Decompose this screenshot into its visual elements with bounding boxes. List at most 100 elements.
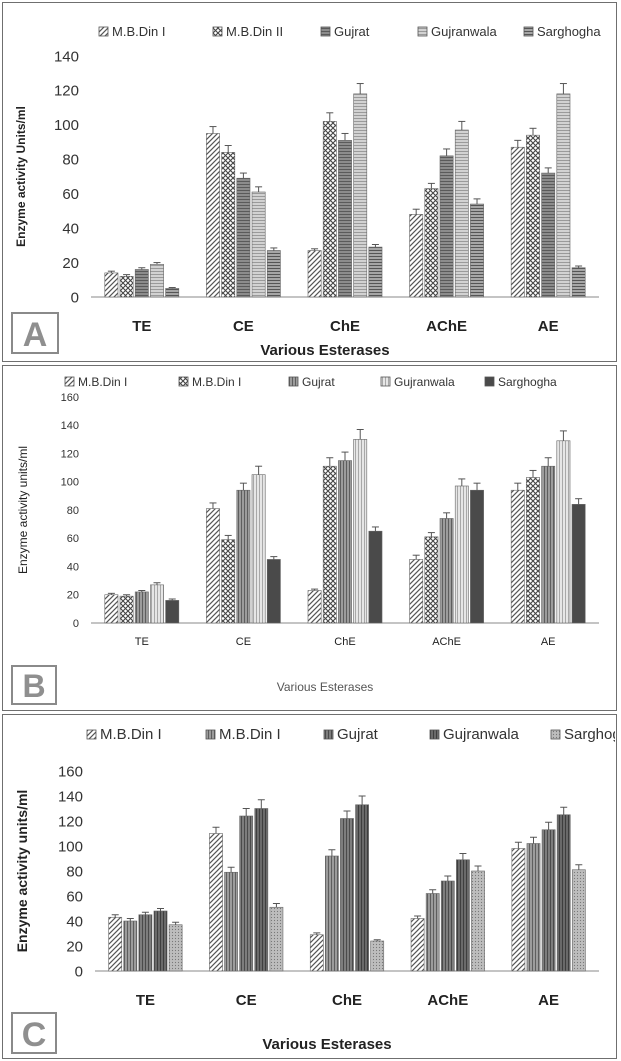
x-category-label: ChE xyxy=(334,636,355,648)
legend-swatch xyxy=(178,376,189,387)
bar xyxy=(526,843,541,972)
bar xyxy=(571,869,586,972)
bar xyxy=(138,914,153,972)
bar xyxy=(236,489,251,624)
bar xyxy=(251,474,266,624)
legend-swatch xyxy=(484,376,495,387)
legend-entry: Gujranwala xyxy=(417,24,498,39)
x-category-label: TE xyxy=(136,992,155,1009)
y-tick-label: 120 xyxy=(54,83,79,100)
legend-label: Sarghogha xyxy=(498,375,557,389)
panel-letter-box xyxy=(11,312,59,354)
legend-swatch xyxy=(323,729,334,740)
legend-label: Gujrat xyxy=(302,375,335,389)
y-tick-label: 120 xyxy=(61,448,79,460)
bar xyxy=(454,485,469,624)
bar xyxy=(224,871,238,972)
panel-letter-box xyxy=(11,665,57,705)
x-axis-label: Various Esterases xyxy=(262,1036,391,1053)
bar xyxy=(439,518,454,624)
legend-swatch xyxy=(417,26,428,37)
legend-swatch xyxy=(320,26,331,37)
y-tick-label: 60 xyxy=(67,533,79,545)
bar xyxy=(309,934,324,972)
legend-entry: Gujranwala xyxy=(380,375,455,389)
y-tick-label: 140 xyxy=(54,48,79,65)
bar xyxy=(338,140,352,298)
bar xyxy=(123,920,138,972)
y-tick-label: 60 xyxy=(66,888,83,905)
legend-entry: M.B.Din II xyxy=(212,24,283,39)
y-tick-label: 160 xyxy=(58,763,83,780)
y-tick-label: 160 xyxy=(61,392,79,404)
legend-swatch xyxy=(98,26,109,37)
x-category-label: AChE xyxy=(432,636,461,648)
legend-entry: M.B.Din I xyxy=(205,726,281,743)
legend-swatch xyxy=(523,26,534,37)
y-tick-label: 100 xyxy=(61,477,79,489)
y-tick-label: 40 xyxy=(67,561,79,573)
legend-entry: Gujrat xyxy=(320,24,370,39)
bar xyxy=(266,559,281,624)
x-category-label: AE xyxy=(541,636,556,648)
legend-entry: M.B.Din I xyxy=(98,24,165,39)
bar xyxy=(266,250,281,298)
y-tick-label: 140 xyxy=(61,420,79,432)
bar xyxy=(325,855,339,972)
legend-label: M.B.Din I xyxy=(78,375,127,389)
bar xyxy=(571,504,586,624)
legend-label: M.B.Din I xyxy=(192,375,241,389)
bar xyxy=(424,536,439,624)
bar xyxy=(456,859,470,972)
y-axis-label: Enzyme activity Units/ml xyxy=(14,106,28,247)
bar xyxy=(239,815,254,972)
bar xyxy=(150,584,164,624)
x-category-label: TE xyxy=(132,318,151,335)
legend-label: M.B.Din I xyxy=(112,24,165,39)
y-tick-label: 20 xyxy=(62,255,79,272)
bar xyxy=(368,246,383,298)
y-tick-label: 80 xyxy=(66,863,83,880)
legend-entry: Sarghogha xyxy=(523,24,601,39)
bar xyxy=(165,288,180,298)
bar xyxy=(254,808,269,972)
bar xyxy=(510,489,525,624)
legend-swatch xyxy=(64,376,75,387)
x-category-label: AE xyxy=(538,992,559,1009)
bar xyxy=(526,134,540,298)
x-category-label: AE xyxy=(538,318,559,335)
legend-label: Gujrat xyxy=(337,726,379,743)
y-tick-label: 40 xyxy=(66,913,83,930)
legend-label: M.B.Din II xyxy=(226,24,283,39)
x-axis-label: Various Esterases xyxy=(260,342,389,359)
bar xyxy=(368,530,383,624)
bar xyxy=(355,804,369,972)
legend-entry: Gujrat xyxy=(288,375,335,389)
x-category-label: AChE xyxy=(426,318,467,335)
y-tick-label: 0 xyxy=(75,963,83,980)
legend-swatch xyxy=(205,729,216,740)
bar xyxy=(409,214,424,298)
legend-entry: Gujrat xyxy=(323,726,379,743)
y-tick-label: 0 xyxy=(73,618,79,630)
bar xyxy=(206,133,220,298)
legend-label: Gujranwala xyxy=(394,375,455,389)
bar xyxy=(409,559,424,624)
legend-label: Gujranwala xyxy=(443,726,520,743)
chart-a-svg: M.B.Din I M.B.Din II Gujrat Gujranwala Sargh… xyxy=(11,24,601,359)
y-tick-label: 60 xyxy=(62,186,79,203)
bar xyxy=(471,870,485,972)
chart-panel-b: M.B.Din I M.B.Din I Gujrat Gujranwala Sargho… xyxy=(2,365,617,711)
legend-entry: Sarghogha xyxy=(550,726,615,743)
bar xyxy=(440,880,455,972)
bar xyxy=(526,477,540,624)
bar xyxy=(541,465,556,624)
x-category-label: AChE xyxy=(427,992,468,1009)
bar xyxy=(168,924,183,972)
legend-swatch xyxy=(429,729,440,740)
x-category-label: ChE xyxy=(330,318,360,335)
bar xyxy=(108,916,123,972)
legend-swatch xyxy=(550,729,561,740)
y-tick-label: 40 xyxy=(62,220,79,237)
y-axis-label: Enzyme activity units/ml xyxy=(14,790,30,953)
